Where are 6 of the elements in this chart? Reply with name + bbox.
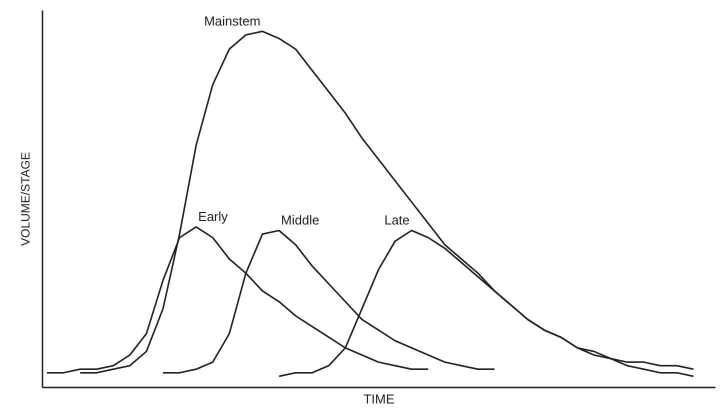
series-label: Early: [198, 208, 228, 224]
y-axis-title: VOLUME/STAGE: [18, 152, 32, 246]
series-label: Late: [384, 212, 410, 228]
series-label: Middle: [281, 212, 320, 228]
series-label: Mainstem: [204, 13, 260, 28]
x-axis-title: TIME: [363, 392, 395, 406]
